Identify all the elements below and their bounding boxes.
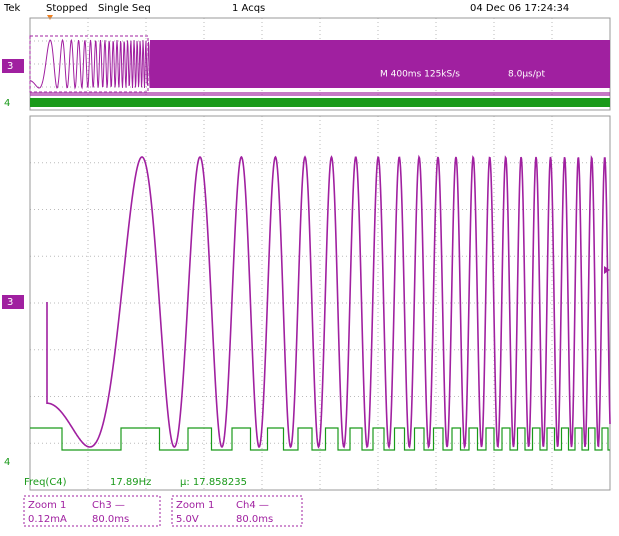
zoom-panel-frame	[171, 495, 303, 527]
state: Stopped	[46, 3, 88, 14]
ch3-marker: 3	[7, 297, 13, 308]
zoom-panel-frame	[23, 495, 161, 527]
ch4-marker: 4	[4, 457, 10, 468]
main-frame	[29, 115, 611, 491]
overview-ch4-band	[30, 98, 610, 107]
ch3-marker-bg	[2, 295, 24, 309]
ch4-square-wave	[30, 427, 610, 451]
meas-label: Freq(C4)	[24, 477, 67, 488]
ch3-marker-bg	[2, 59, 24, 73]
overview-resolution: 8.0µs/pt	[508, 70, 545, 80]
zoom-ch4-panel: Zoom 1 Ch4 — 5.0V 80.0ms	[171, 495, 303, 527]
overview-timebase: M 400ms 125kS/s	[380, 70, 460, 80]
ch3-marker: 3	[7, 61, 13, 72]
overview-ch3-band	[150, 40, 610, 88]
zoom-time: 80.0ms	[236, 514, 273, 525]
ch3-chirp-wave	[46, 154, 611, 450]
zoom-ch3-panel: Zoom 1 Ch3 — 0.12mA 80.0ms	[23, 495, 161, 527]
mode: Single Seq	[98, 3, 151, 14]
meas-mean: µ: 17.858235	[180, 477, 247, 488]
ch4-marker: 4	[4, 98, 10, 109]
zoom-time: 80.0ms	[92, 514, 129, 525]
zoom-title: Zoom 1	[176, 500, 214, 511]
timestamp: 04 Dec 06 17:24:34	[470, 3, 569, 14]
trigger-level	[604, 266, 610, 274]
zoom-channel: Ch4 —	[236, 500, 269, 511]
zoom-title: Zoom 1	[28, 500, 66, 511]
brand: Tek	[3, 3, 21, 14]
overview-ch3-strip	[30, 92, 610, 96]
acqs: 1 Acqs	[232, 3, 265, 14]
zoom-scale: 0.12mA	[28, 514, 67, 525]
zoom-scale: 5.0V	[176, 514, 199, 525]
overview-wave	[29, 38, 151, 90]
meas-value: 17.89Hz	[110, 477, 151, 488]
zoom-channel: Ch3 —	[92, 500, 125, 511]
